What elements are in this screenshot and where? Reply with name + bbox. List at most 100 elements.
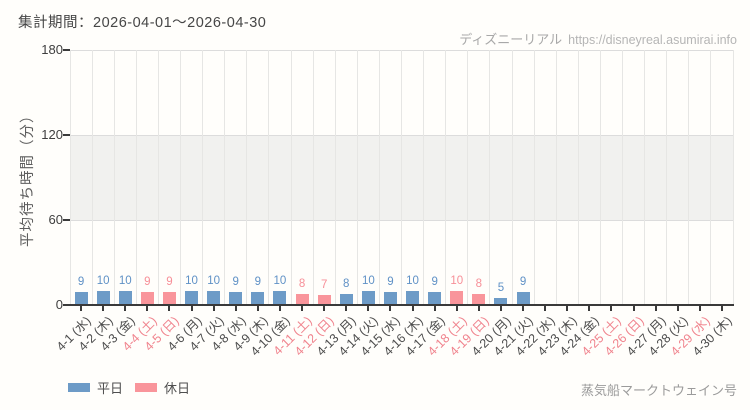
vertical-gridline xyxy=(202,50,204,305)
bar-value-label: 9 xyxy=(77,276,85,289)
x-tick-mark xyxy=(477,306,480,311)
bar-value-label: 10 xyxy=(207,274,221,287)
wait-time-bar-4-14[interactable] xyxy=(361,290,375,305)
legend-item-holiday[interactable]: 休日 xyxy=(135,378,190,397)
x-tick-mark xyxy=(654,306,657,311)
vertical-gridline xyxy=(555,50,557,305)
vertical-gridline xyxy=(688,50,690,305)
wait-time-bar-4-21[interactable] xyxy=(516,292,530,305)
y-tick-mark xyxy=(63,134,70,136)
vertical-gridline xyxy=(246,50,248,305)
vertical-gridline xyxy=(356,50,358,305)
wait-time-bar-4-9[interactable] xyxy=(251,292,265,305)
wait-time-bar-4-16[interactable] xyxy=(406,290,420,305)
bar-value-label: 7 xyxy=(320,279,328,292)
wait-time-bar-4-10[interactable] xyxy=(273,290,287,305)
bar-value-label: 10 xyxy=(118,274,132,287)
x-tick-mark xyxy=(522,306,525,311)
vertical-gridline xyxy=(577,50,579,305)
legend-item-weekday[interactable]: 平日 xyxy=(68,378,123,397)
wait-time-bar-4-11[interactable] xyxy=(295,293,309,305)
x-tick-mark xyxy=(367,306,370,311)
vertical-gridline xyxy=(268,50,270,305)
wait-time-bar-4-20[interactable] xyxy=(494,297,508,305)
x-tick-mark xyxy=(102,306,105,311)
vertical-gridline xyxy=(312,50,314,305)
vertical-gridline xyxy=(378,50,380,305)
vertical-gridline xyxy=(644,50,646,305)
weekday-color-swatch xyxy=(68,383,90,392)
x-tick-mark xyxy=(389,306,392,311)
wait-time-bar-4-18[interactable] xyxy=(450,290,464,305)
x-tick-mark xyxy=(676,306,679,311)
wait-time-bar-4-19[interactable] xyxy=(472,293,486,305)
vertical-gridline xyxy=(224,50,226,305)
x-tick-mark xyxy=(566,306,569,311)
wait-time-bar-4-15[interactable] xyxy=(383,292,397,305)
legend-label-holiday: 休日 xyxy=(164,381,191,396)
bar-value-label: 10 xyxy=(361,274,375,287)
vertical-gridline xyxy=(666,50,668,305)
bar-value-label: 9 xyxy=(232,276,239,289)
wait-time-bar-4-1[interactable] xyxy=(74,292,88,305)
x-tick-mark xyxy=(301,306,304,311)
vertical-gridline xyxy=(533,50,535,305)
wait-time-bar-4-2[interactable] xyxy=(96,290,110,305)
x-tick-mark xyxy=(720,306,723,311)
wait-time-bar-4-3[interactable] xyxy=(118,290,132,305)
bar-value-label: 9 xyxy=(144,276,151,289)
vertical-gridline xyxy=(445,50,447,305)
x-tick-mark xyxy=(610,306,613,311)
bar-value-label: 10 xyxy=(450,274,464,287)
bar-value-label: 9 xyxy=(431,276,438,289)
bar-value-label: 10 xyxy=(185,274,198,287)
site-url-link[interactable]: https://disneyreal.asumirai.info xyxy=(568,33,737,47)
vertical-gridline xyxy=(91,50,93,305)
bar-value-label: 8 xyxy=(475,277,483,290)
y-tick-label-180: 180 xyxy=(41,42,63,57)
x-tick-mark xyxy=(411,306,414,311)
wait-time-bar-4-13[interactable] xyxy=(339,293,353,305)
holiday-color-swatch xyxy=(135,383,158,392)
vertical-gridline xyxy=(467,50,469,305)
vertical-gridline xyxy=(732,50,734,305)
legend-label-weekday: 平日 xyxy=(97,381,124,396)
vertical-gridline xyxy=(69,50,71,305)
x-tick-mark xyxy=(455,306,458,311)
vertical-gridline xyxy=(511,50,513,305)
x-tick-mark xyxy=(168,306,171,311)
y-tick-label-0: 0 xyxy=(55,297,63,312)
wait-time-bar-4-6[interactable] xyxy=(185,290,199,305)
attraction-name-label: 蒸気船マークトウェイン号 xyxy=(580,383,737,398)
x-tick-mark xyxy=(698,306,701,311)
vertical-gridline xyxy=(334,50,336,305)
x-tick-mark xyxy=(588,306,591,311)
bar-value-label: 9 xyxy=(254,276,262,289)
wait-time-bar-4-8[interactable] xyxy=(229,292,243,305)
x-tick-mark xyxy=(323,306,326,311)
vertical-gridline xyxy=(599,50,601,305)
vertical-gridline xyxy=(180,50,181,305)
bar-value-label: 10 xyxy=(96,274,110,287)
wait-time-bar-4-17[interactable] xyxy=(428,292,442,305)
vertical-gridline xyxy=(290,50,292,305)
site-name: ディズニーリアル xyxy=(459,32,563,47)
y-tick-label-60: 60 xyxy=(48,212,63,227)
x-tick-mark xyxy=(190,306,193,311)
x-tick-mark xyxy=(278,306,281,311)
bar-value-label: 8 xyxy=(298,277,306,290)
chart-legend: 平日 休日 xyxy=(68,378,190,397)
bar-value-label: 8 xyxy=(343,277,350,290)
vertical-gridline xyxy=(157,50,159,305)
wait-time-bar-4-12[interactable] xyxy=(317,295,331,305)
vertical-gridline xyxy=(423,50,425,305)
wait-time-bar-4-4[interactable] xyxy=(140,292,154,305)
plot-area: 9 10 10 9 9 10 10 9 9 10 8 7 8 10 9 10 9 10 8 5 9 xyxy=(69,50,734,305)
x-tick-mark xyxy=(632,306,635,311)
wait-time-bar-4-5[interactable] xyxy=(162,292,176,305)
y-tick-mark xyxy=(63,219,70,221)
x-tick-mark xyxy=(256,306,259,311)
wait-time-bar-4-7[interactable] xyxy=(207,290,221,305)
vertical-gridline xyxy=(401,50,402,305)
